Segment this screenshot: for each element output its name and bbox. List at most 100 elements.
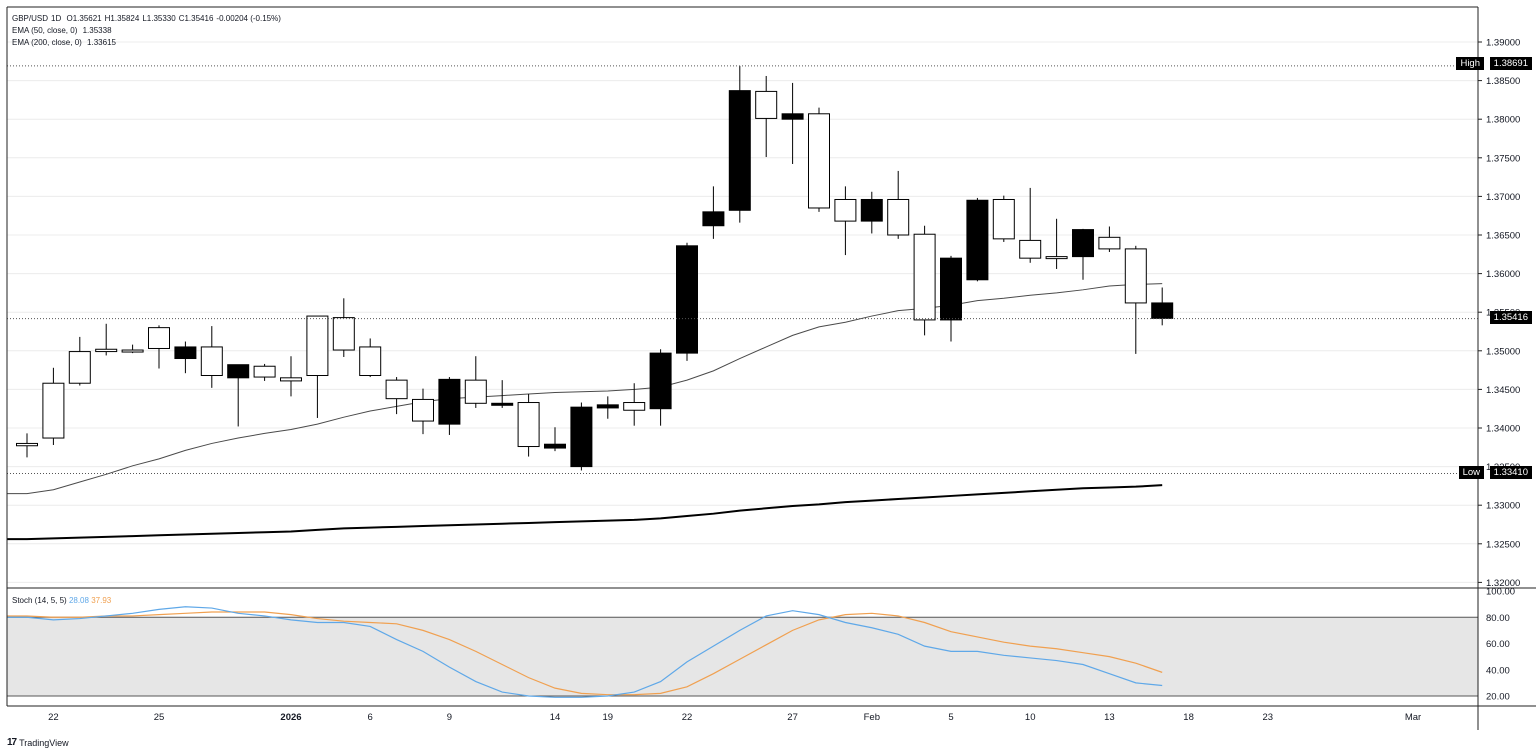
candle-body [966,199,989,281]
stoch-d-value: 37.93 [91,596,112,605]
price-tick-label: 1.35000 [1486,346,1520,357]
symbol[interactable]: GBP/USD [12,14,49,23]
time-tick-label: 27 [787,712,798,723]
candle [676,242,698,361]
candle-body [544,443,566,449]
time-tick-label: 18 [1183,712,1194,723]
marker-lines [7,65,1478,475]
candle-body [227,364,250,379]
candle-body [1019,239,1042,259]
candle [491,380,514,408]
candle-body [1072,229,1094,258]
stoch-tick-label: 80.00 [1486,613,1510,624]
candle [42,367,65,445]
candle [649,349,672,426]
price-tick-label: 1.38500 [1486,76,1520,87]
candle [1151,287,1174,326]
candle-body [42,382,65,439]
ema200-value: 1.33615 [87,38,116,47]
time-tick-label: 19 [603,712,614,723]
candle-body [1045,256,1068,260]
ema50-label: EMA (50, close, 0) [12,26,78,35]
candle [570,402,593,471]
candle-body [16,442,38,447]
candle [306,315,329,418]
tradingview-logo[interactable]: 17 TradingView [7,737,69,748]
stoch-legend[interactable]: Stoch (14, 5, 5) 28.08 37.93 [12,596,111,605]
stoch-tick-label: 60.00 [1486,639,1510,650]
ema50-path [7,283,1163,495]
time-axis[interactable]: 22 25 2026 6 9 14 19 22 27 Feb 5 10 13 18 23 Mar [48,712,1421,723]
candle [913,225,936,336]
candle-body [702,211,725,227]
ohlc-change: -0.00204 (-0.15%) [216,14,281,23]
candle-body [1098,236,1121,250]
time-tick-label: 22 [682,712,693,723]
stoch-tick-label: 40.00 [1486,665,1510,676]
stoch-tick-label: 100.00 [1486,587,1515,598]
ema50-legend[interactable]: EMA (50, close, 0) 1.35338 [12,26,115,35]
stoch-band-fill [7,617,1478,696]
candle-body [755,90,778,119]
candle [860,191,883,234]
time-tick-label: 6 [368,712,373,723]
candle-body [728,90,751,211]
stoch-lines [7,606,1163,698]
candle [517,394,540,457]
ema200-legend[interactable]: EMA (200, close, 0) 1.33615 [12,38,119,47]
candle-body [834,198,857,222]
candle-body [385,379,408,400]
time-tick-label: 9 [447,712,452,723]
ema200-label: EMA (200, close, 0) [12,38,82,47]
candle-body [200,346,223,377]
candle [940,255,962,342]
candle [1045,218,1068,269]
candle-body [596,404,619,409]
candle-body [306,315,329,377]
candle [68,336,91,386]
stoch-band [7,616,1478,697]
candle-body [649,352,672,410]
high-value-label: 1.38691 [1489,57,1532,70]
ema50-value: 1.35338 [82,26,112,35]
candle [623,383,646,426]
time-tick-label: 14 [550,712,561,723]
candle [1019,187,1042,263]
candle-body [887,198,910,236]
candle [834,186,857,256]
candle-body [95,348,118,353]
price-tick-label: 1.34500 [1486,385,1520,396]
candle [887,170,910,239]
candle-body [992,198,1015,240]
price-tick-label: 1.37000 [1486,192,1520,203]
stoch-k-value: 28.08 [68,596,89,605]
candle-body [940,257,962,321]
price-tick-label: 1.32500 [1486,539,1520,550]
candle [332,298,355,357]
candle [280,356,302,397]
candle-body [464,379,487,404]
candle [200,326,223,388]
candle-body [121,349,144,353]
candle [148,325,170,369]
ohlc-close: C1.35416 [178,14,214,23]
candle-body [359,346,382,377]
interval[interactable]: 1D [51,14,62,23]
candle [174,341,197,374]
time-tick-label: 23 [1263,712,1274,723]
candle [412,388,434,435]
candle-body [860,198,883,222]
candle [596,396,619,419]
candle-body [174,346,197,360]
price-tick-label: 1.33000 [1486,501,1520,512]
candle-body [148,327,170,349]
candle-body [623,402,646,411]
ohlc-open: O1.35621 [66,14,102,23]
candle [438,377,461,435]
candle-body [253,365,276,378]
price-tick-label: 1.34000 [1486,424,1520,435]
candle-body [332,317,355,351]
price-tick-label: 1.36000 [1486,269,1520,280]
candle-body [68,351,91,384]
